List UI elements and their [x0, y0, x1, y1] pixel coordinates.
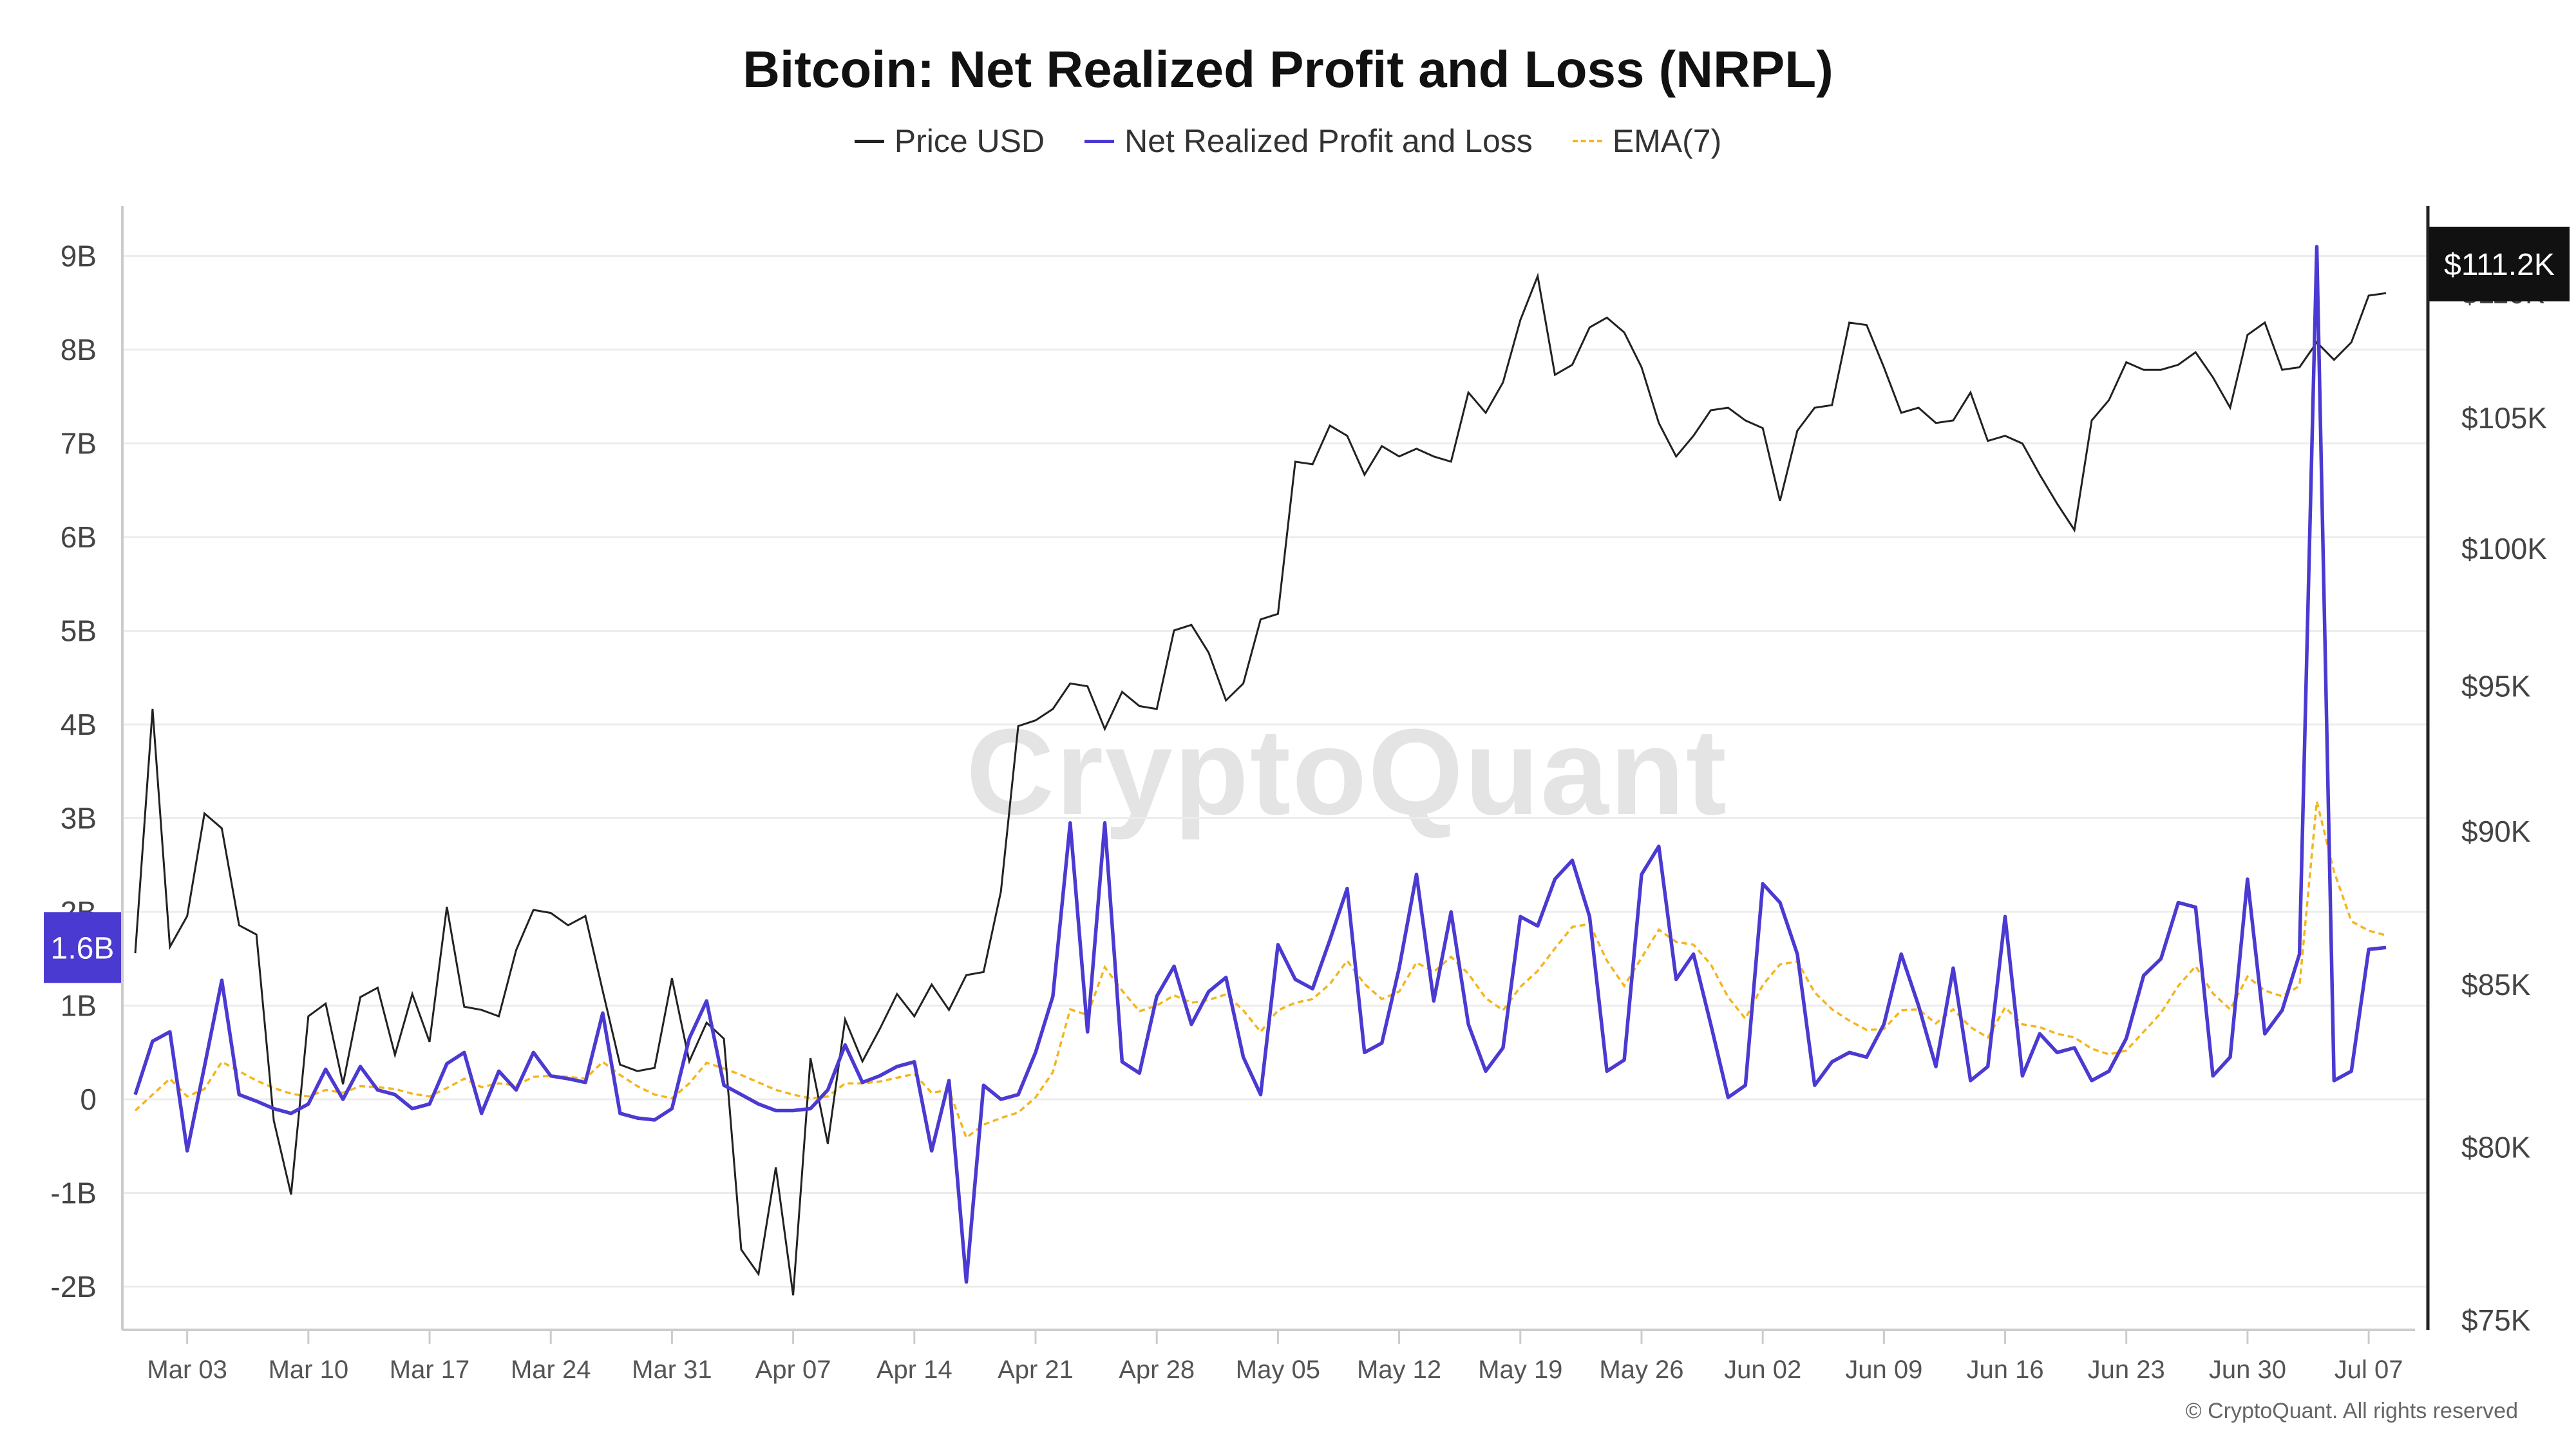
x-tick-label: May 05 — [1236, 1356, 1320, 1384]
y-right-tick-label: $75K — [2461, 1303, 2531, 1337]
x-tick-label: May 19 — [1478, 1356, 1562, 1384]
axes — [121, 206, 2430, 1344]
x-tick-label: Jun 16 — [1966, 1356, 2043, 1384]
x-tick-label: Jul 07 — [2334, 1356, 2403, 1384]
y-left-tick-label: 0 — [80, 1083, 97, 1116]
x-tick-label: Apr 21 — [998, 1356, 1074, 1384]
grid-lines — [122, 255, 2428, 1288]
price-usd-line — [134, 272, 2387, 1296]
nrpl-value-badge — [44, 912, 121, 983]
x-axis-labels: Mar 03 Mar 10 Mar 17 Mar 24 Mar 31 Apr 07 Apr … — [147, 1356, 2403, 1384]
x-tick-label: Jun 23 — [2088, 1356, 2165, 1384]
x-tick-label: Mar 24 — [511, 1356, 591, 1384]
y-left-tick-label: -2B — [50, 1270, 97, 1303]
legend-swatch-nrpl — [1084, 139, 1115, 143]
nrpl-value-badge-text: 1.6B — [51, 931, 115, 965]
y-right-tick-label: $95K — [2461, 670, 2531, 703]
y-right-tick-label: $105K — [2461, 401, 2547, 435]
y-left-tick-label: 6B — [61, 520, 97, 554]
nrpl-line — [133, 245, 2387, 1284]
y-left-tick-label: 3B — [61, 802, 97, 835]
x-tick-label: Apr 07 — [755, 1356, 831, 1384]
x-tick-label: Mar 17 — [390, 1356, 470, 1384]
legend-swatch-ema — [1572, 140, 1602, 142]
chart-legend: Price USD Net Realized Profit and Loss E… — [0, 122, 2576, 160]
x-tick-label: Apr 14 — [876, 1356, 952, 1384]
x-tick-label: Jun 09 — [1845, 1356, 1922, 1384]
value-badges: 1.6B $111.2K — [44, 227, 2570, 983]
x-tick-label: Mar 31 — [632, 1356, 712, 1384]
chart-title: Bitcoin: Net Realized Profit and Loss (N… — [743, 41, 1833, 98]
y-left-tick-label: -1B — [50, 1177, 97, 1210]
legend-item-ema[interactable]: EMA(7) — [1572, 122, 1722, 160]
legend-label-nrpl: Net Realized Profit and Loss — [1124, 123, 1533, 159]
legend-item-nrpl[interactable]: Net Realized Profit and Loss — [1084, 122, 1533, 160]
legend-swatch-price — [854, 139, 884, 143]
y-left-tick-label: 8B — [61, 333, 97, 366]
y-left-tick-label: 7B — [61, 427, 97, 460]
copyright-text: © CryptoQuant. All rights reserved — [2185, 1399, 2518, 1423]
y-left-tick-label: 1B — [61, 989, 97, 1023]
y-left-tick-label: 4B — [61, 708, 97, 741]
x-tick-label: Jun 30 — [2209, 1356, 2286, 1384]
y-left-tick-label: 5B — [61, 614, 97, 648]
x-tick-label: Mar 10 — [269, 1356, 349, 1384]
legend-label-ema: EMA(7) — [1612, 123, 1722, 159]
y-right-tick-label: $100K — [2461, 532, 2547, 565]
series-lines — [133, 245, 2387, 1296]
price-value-badge-text: $111.2K — [2444, 248, 2555, 282]
x-tick-label: May 26 — [1599, 1356, 1683, 1384]
y-left-tick-label: 9B — [61, 240, 97, 273]
y-right-tick-label: $80K — [2461, 1130, 2531, 1164]
y-right-tick-label: $85K — [2461, 968, 2531, 1001]
price-value-badge — [2429, 227, 2570, 301]
x-tick-label: Apr 28 — [1119, 1356, 1195, 1384]
y-right-tick-label: $90K — [2461, 815, 2531, 848]
legend-label-price: Price USD — [894, 123, 1045, 159]
y-axis-right-labels: $75K$80K$85K$90K$95K$100K$105K$110K — [2461, 276, 2547, 1337]
x-tick-label: Jun 02 — [1724, 1356, 1801, 1384]
legend-item-price[interactable]: Price USD — [854, 122, 1045, 160]
x-tick-label: May 12 — [1357, 1356, 1441, 1384]
x-tick-label: Mar 03 — [147, 1356, 227, 1384]
